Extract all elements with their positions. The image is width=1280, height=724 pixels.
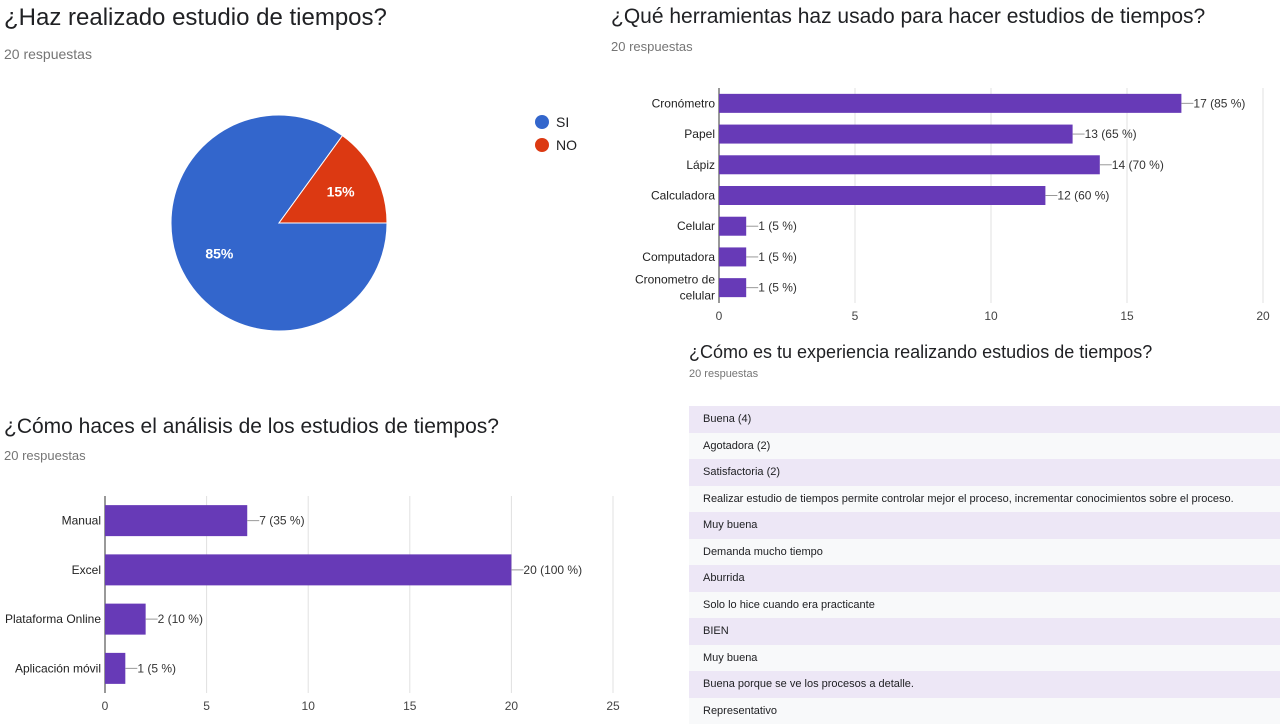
response-row: Buena porque se ve los procesos a detall… (689, 671, 1280, 698)
tools-bar (719, 125, 1073, 144)
analysis-tick-label: 5 (203, 699, 210, 713)
tools-tick-label: 0 (716, 309, 723, 323)
tools-bar (719, 278, 746, 297)
tools-category-label: Calculadora (651, 189, 715, 203)
tools-data-label: 1 (5 %) (758, 219, 797, 233)
pie-chart-response-count: 20 respuestas (4, 46, 92, 62)
experience-title: ¿Cómo es tu experiencia realizando estud… (689, 342, 1152, 363)
analysis-data-label: 2 (10 %) (158, 612, 203, 626)
pie-label-si: 85% (205, 245, 234, 261)
tools-data-label: 1 (5 %) (758, 281, 797, 295)
analysis-tick-label: 15 (403, 699, 417, 713)
pie-chart: 85% 15% (0, 80, 600, 380)
response-row: Satisfactoria (2) (689, 459, 1280, 486)
response-row: Buena (4) (689, 406, 1280, 433)
tools-data-label: 12 (60 %) (1057, 189, 1109, 203)
analysis-data-label: 20 (100 %) (523, 563, 582, 577)
tools-bar (719, 247, 746, 266)
analysis-tick-label: 25 (606, 699, 620, 713)
tools-category-label: celular (680, 289, 715, 303)
tools-tick-label: 5 (852, 309, 859, 323)
tools-tick-label: 20 (1256, 309, 1270, 323)
response-row: Aburrida (689, 565, 1280, 592)
pie-label-no: 15% (327, 184, 356, 200)
analysis-bar (105, 554, 511, 585)
pie-chart-title: ¿Haz realizado estudio de tiempos? (4, 4, 387, 32)
legend-swatch (535, 138, 549, 152)
analysis-category-label: Aplicación móvil (15, 661, 101, 675)
analysis-data-label: 1 (5 %) (137, 661, 176, 675)
analysis-bar (105, 604, 146, 635)
tools-category-label: Papel (684, 127, 715, 141)
experience-response-count: 20 respuestas (689, 368, 758, 380)
tools-bar (719, 155, 1100, 174)
analysis-tick-label: 10 (302, 699, 316, 713)
tools-category-label: Cronometro de (635, 273, 715, 287)
analysis-bar-chart: 0 5 10 15 20 25 7 (35 %) Manual 20 (100 %) Excel 2… (0, 488, 640, 720)
response-row: Agotadora (2) (689, 433, 1280, 460)
experience-response-list: Buena (4)Agotadora (2)Satisfactoria (2)R… (689, 406, 1280, 724)
tools-category-label: Computadora (642, 250, 715, 264)
response-row: Muy buena (689, 645, 1280, 672)
analysis-bar (105, 505, 247, 536)
analysis-bar (105, 653, 125, 684)
tools-tick-label: 10 (984, 309, 998, 323)
tools-data-label: 13 (65 %) (1085, 127, 1137, 141)
response-row: Muy buena (689, 512, 1280, 539)
tools-chart-response-count: 20 respuestas (611, 39, 693, 54)
tools-chart-title: ¿Qué herramientas haz usado para hacer e… (611, 5, 1205, 29)
tools-category-label: Cronómetro (652, 96, 716, 110)
analysis-category-label: Plataforma Online (5, 612, 101, 626)
tools-bar (719, 94, 1181, 113)
analysis-chart-title: ¿Cómo haces el análisis de los estudios … (4, 415, 499, 439)
tools-bar (719, 217, 746, 236)
analysis-tick-label: 20 (505, 699, 519, 713)
tools-bar (719, 186, 1045, 205)
analysis-tick-label: 0 (102, 699, 109, 713)
response-row: Realizar estudio de tiempos permite cont… (689, 486, 1280, 513)
legend-item-no: NO (535, 137, 577, 153)
legend-label: NO (556, 137, 577, 153)
response-row: Demanda mucho tiempo (689, 539, 1280, 566)
tools-category-label: Lápiz (686, 158, 715, 172)
analysis-chart-response-count: 20 respuestas (4, 448, 86, 463)
analysis-category-label: Manual (62, 514, 101, 528)
tools-category-label: Celular (677, 219, 715, 233)
legend-item-si: SI (535, 114, 569, 130)
tools-data-label: 1 (5 %) (758, 250, 797, 264)
response-row: Representativo (689, 698, 1280, 724)
tools-tick-label: 15 (1120, 309, 1134, 323)
response-row: Solo lo hice cuando era practicante (689, 592, 1280, 619)
legend-label: SI (556, 114, 569, 130)
tools-bar-chart: 0 5 10 15 20 17 (85 %) Cronómetro 13 (65 %) Pape… (600, 78, 1280, 328)
analysis-data-label: 7 (35 %) (259, 514, 304, 528)
analysis-category-label: Excel (72, 563, 101, 577)
legend-swatch (535, 115, 549, 129)
response-row: BIEN (689, 618, 1280, 645)
tools-data-label: 17 (85 %) (1193, 96, 1245, 110)
tools-data-label: 14 (70 %) (1112, 158, 1164, 172)
